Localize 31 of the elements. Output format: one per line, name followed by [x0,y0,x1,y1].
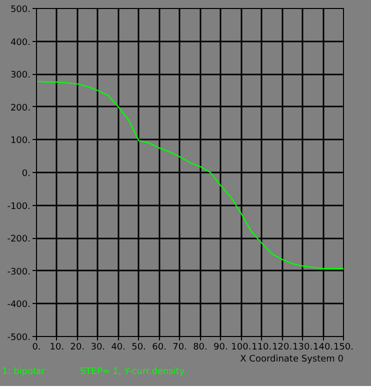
y-tick-label: 0. [22,169,31,179]
x-tick-label: 0. [32,342,41,352]
x-tick-label: 110. [252,342,272,352]
line-series [36,80,344,270]
x-tick-label: 10. [50,342,64,352]
x-tick-label: 140. [313,342,334,352]
y-tick-label: 200. [10,103,31,114]
y-tick-label: 300. [10,70,31,81]
y-tick-label: -500. [7,333,31,343]
y-tick-label: 100. [10,136,31,146]
y-tick-label: -300. [7,267,31,278]
x-tick-label: 80. [193,342,208,352]
x-tick-label: 50. [132,342,146,352]
y-tick-label: -400. [7,300,31,310]
x-tick-label: 120. [272,342,292,352]
text: STEP= 1, Y-curr.density [80,366,185,379]
x-tick-label: 30. [90,342,106,352]
x-tick-label: 150. [333,342,354,352]
x-tick-label: 130. [292,342,313,352]
x-tick-label: 20. [70,342,85,352]
y-tick-label: -100. [7,202,31,212]
y-tick-label: 400. [10,38,31,48]
x-tick-label: 70. [172,342,187,352]
x-tick-label: 100. [231,342,252,352]
x-axis-title: X Coordinate System 0 [240,354,344,364]
y-tick-label: 500. [10,5,31,15]
x-tick-label: 60. [152,342,166,352]
x-tick-label: 90. [214,342,228,352]
text: 1: bipolar [2,366,45,379]
x-tick-label: 40. [111,342,126,352]
y-tick-label: -200. [7,234,31,245]
